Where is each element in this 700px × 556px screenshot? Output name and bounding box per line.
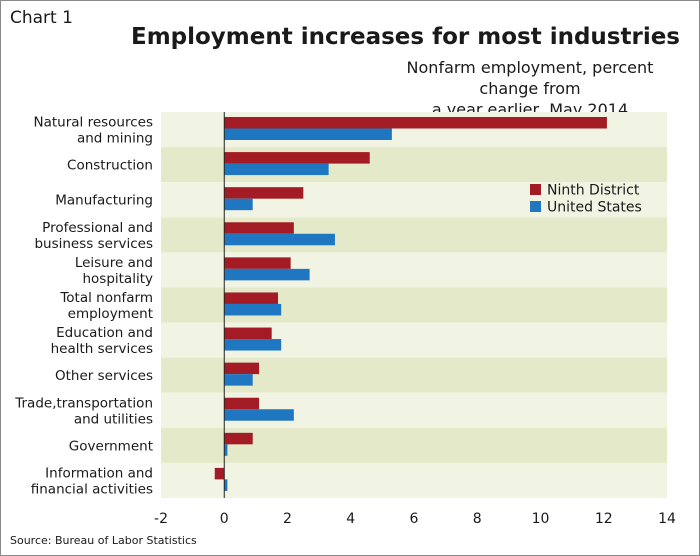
bar-ninth-district bbox=[224, 257, 291, 269]
category-label: and mining bbox=[77, 131, 153, 147]
legend-swatch-united-states bbox=[530, 201, 541, 212]
x-tick-label: 0 bbox=[220, 511, 229, 527]
bar-ninth-district bbox=[224, 222, 294, 234]
category-label: Education and bbox=[56, 325, 153, 341]
bar-united-states bbox=[224, 198, 253, 211]
category-label: Total nonfarm bbox=[59, 290, 153, 306]
chart-number-label: Chart 1 bbox=[10, 8, 73, 28]
x-tick-label: 2 bbox=[283, 511, 292, 527]
bar-united-states bbox=[224, 444, 228, 456]
subtitle-line-1: Nonfarm employment, percent change from bbox=[406, 58, 654, 98]
legend-label-united-states: United States bbox=[547, 200, 642, 216]
legend-swatch-ninth-district bbox=[530, 184, 541, 195]
x-tick-label: 8 bbox=[473, 511, 482, 527]
bar-ninth-district bbox=[224, 362, 260, 375]
category-label: employment bbox=[68, 306, 153, 322]
bar-ninth-district bbox=[224, 152, 370, 164]
bar-united-states bbox=[224, 268, 310, 281]
x-tick-label: 12 bbox=[595, 511, 613, 527]
bar-united-states bbox=[224, 479, 228, 491]
category-label: Government bbox=[69, 438, 153, 454]
category-label: business services bbox=[34, 236, 153, 252]
x-tick-label: 6 bbox=[410, 511, 419, 527]
bar-ninth-district bbox=[224, 187, 304, 199]
category-label: Manufacturing bbox=[55, 193, 153, 209]
chart-title: Employment increases for most industries bbox=[130, 24, 680, 50]
category-label: and utilities bbox=[74, 411, 153, 427]
category-label: health services bbox=[51, 341, 153, 357]
category-label: Construction bbox=[67, 158, 153, 174]
bar-ninth-district bbox=[224, 327, 272, 340]
bar-ninth-district bbox=[214, 467, 225, 480]
bar-united-states bbox=[224, 303, 282, 316]
bar-united-states bbox=[224, 163, 329, 176]
category-label: Trade,transportation bbox=[14, 395, 153, 411]
x-tick-label: 4 bbox=[346, 511, 355, 527]
legend-label-ninth-district: Ninth District bbox=[547, 183, 640, 199]
bar-united-states bbox=[224, 339, 282, 351]
category-label: financial activities bbox=[31, 481, 153, 497]
bar-ninth-district bbox=[224, 117, 607, 129]
bar-united-states bbox=[224, 233, 335, 246]
row-band bbox=[161, 462, 667, 498]
bar-ninth-district bbox=[224, 397, 260, 410]
bar-united-states bbox=[224, 374, 253, 386]
x-tick-label: -2 bbox=[154, 511, 168, 527]
bar-united-states bbox=[224, 409, 294, 421]
bar-ninth-district bbox=[224, 292, 279, 304]
category-label: Other services bbox=[55, 368, 153, 384]
category-label: Natural resources bbox=[33, 115, 153, 131]
category-label: Leisure and bbox=[75, 255, 153, 271]
category-label: Information and bbox=[45, 465, 153, 481]
bar-ninth-district bbox=[224, 432, 253, 445]
category-label: Professional and bbox=[42, 220, 153, 236]
source-note: Source: Bureau of Labor Statistics bbox=[10, 534, 197, 547]
bar-united-states bbox=[224, 128, 392, 140]
x-tick-label: 14 bbox=[658, 511, 676, 527]
x-tick-label: 10 bbox=[532, 511, 550, 527]
category-label: hospitality bbox=[82, 271, 153, 287]
